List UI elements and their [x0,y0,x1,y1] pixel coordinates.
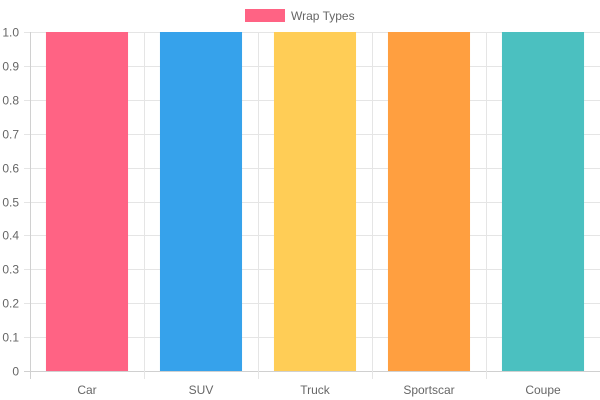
bars [45,32,585,371]
x-tick-label: Car [77,383,96,397]
y-tick-label: 0 [12,365,19,379]
bar-car[interactable] [45,32,129,371]
axes: 0 0.1 0.2 0.3 0.4 0.5 0.6 0.7 0.8 0.9 1.0 Car SUV Tru… [2,26,561,398]
y-tick-label: 0.7 [2,128,19,142]
y-tick-label: 1.0 [2,26,19,40]
legend-label[interactable]: Wrap Types [291,9,355,23]
bar-truck[interactable] [273,32,357,371]
bar-suv[interactable] [159,32,243,371]
y-tick-label: 0.9 [2,60,19,74]
x-tick-label: SUV [189,383,214,397]
y-tick-label: 0.2 [2,297,19,311]
y-tick-label: 0.3 [2,263,19,277]
y-tick-label: 0.4 [2,229,19,243]
legend-swatch[interactable] [245,9,285,22]
x-tick-label: Truck [300,383,331,397]
y-tick-label: 0.5 [2,196,19,210]
bar-sportscar[interactable] [387,32,471,371]
bar-coupe[interactable] [501,32,585,371]
y-tick-label: 0.8 [2,94,19,108]
y-tick-label: 0.6 [2,162,19,176]
legend[interactable]: Wrap Types [245,9,355,23]
x-tick-label: Coupe [525,383,561,397]
y-tick-label: 0.1 [2,331,19,345]
x-tick-label: Sportscar [403,383,454,397]
